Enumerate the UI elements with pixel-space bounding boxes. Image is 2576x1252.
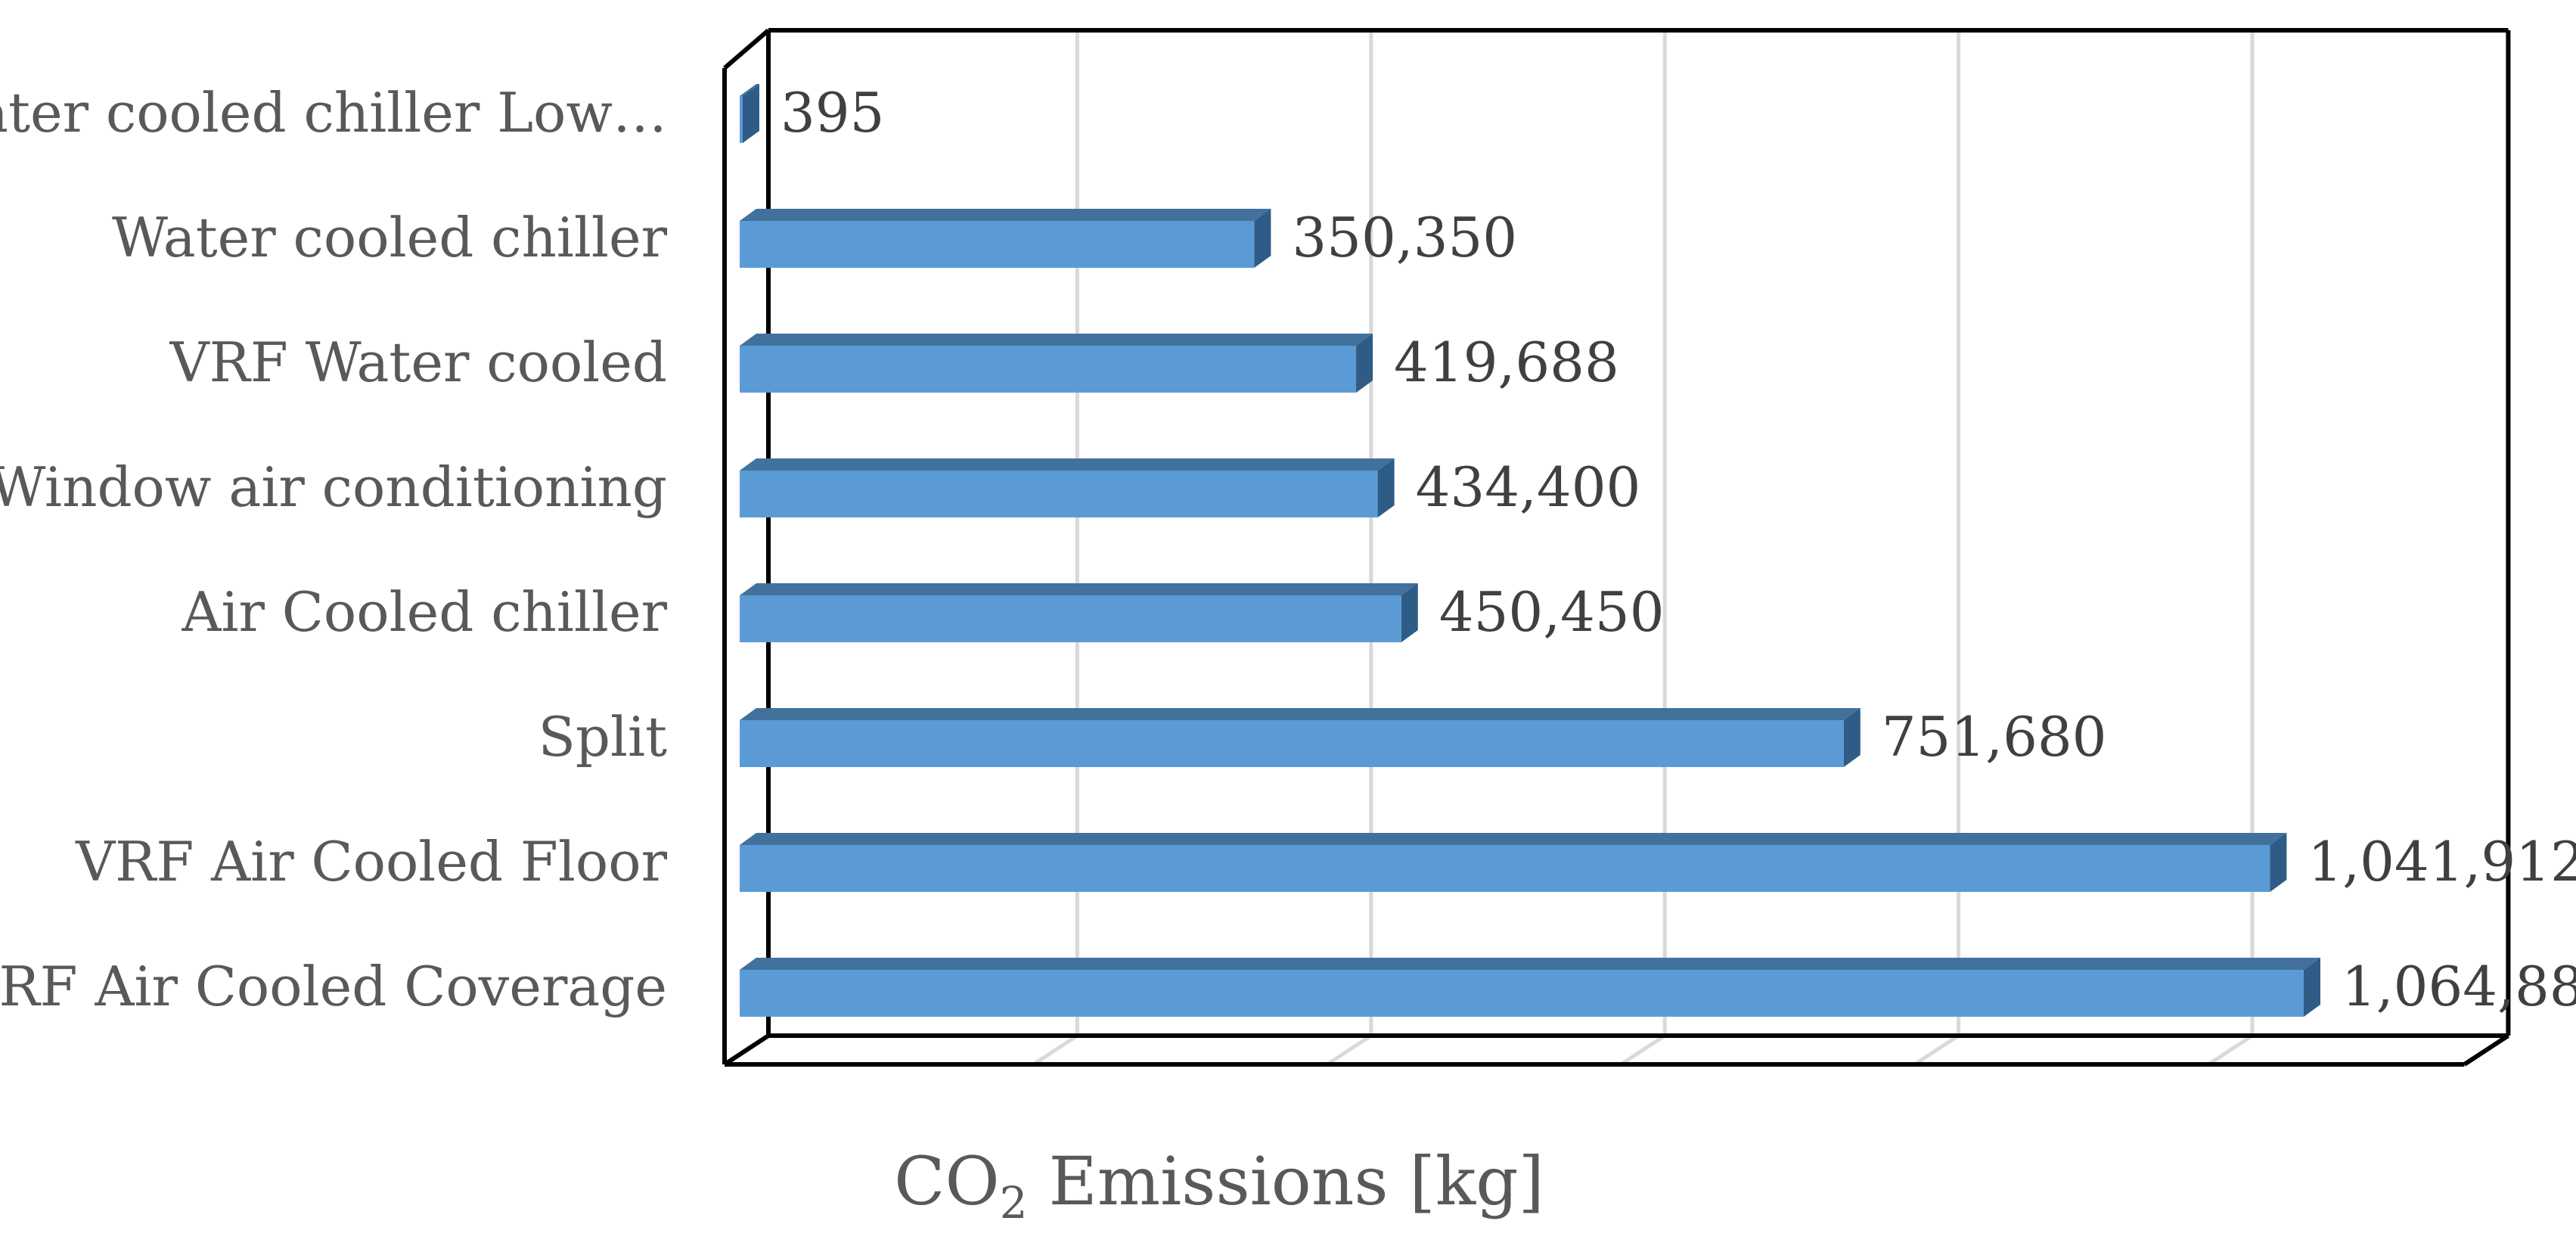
data-labels: 395 350,350 419,688 434,400 450,450 751,680 1,… bbox=[781, 81, 2576, 1018]
bar-top bbox=[740, 458, 1395, 471]
gridline-floor bbox=[1619, 1033, 1666, 1067]
bar-front bbox=[740, 346, 1357, 393]
bar-side bbox=[1254, 209, 1271, 268]
gridline-floor bbox=[1326, 1033, 1373, 1067]
x-axis-title-suffix: Emissions [kg] bbox=[1028, 1142, 1544, 1220]
bar-top bbox=[740, 708, 1861, 720]
category-label: VRF Air Cooled Coverage bbox=[0, 955, 667, 1018]
bar-front bbox=[740, 845, 2270, 892]
category-label: VRF Air Cooled Floor bbox=[75, 830, 667, 893]
data-label: 395 bbox=[781, 81, 884, 144]
x-axis-title-prefix: CO bbox=[894, 1142, 999, 1220]
bar bbox=[740, 458, 1395, 517]
data-label: 751,680 bbox=[1882, 705, 2107, 769]
data-label: 434,400 bbox=[1416, 455, 1641, 519]
category-label: Water cooled chiller Low… bbox=[0, 81, 667, 144]
bar-side bbox=[1356, 334, 1373, 393]
frame-bottom-left bbox=[723, 1033, 770, 1067]
gridlines bbox=[1032, 30, 2255, 1067]
gridline-floor bbox=[2207, 1033, 2254, 1067]
frame-top-left bbox=[723, 28, 770, 70]
category-label: Air Cooled chiller bbox=[181, 580, 667, 644]
bar-front bbox=[740, 595, 1401, 642]
x-axis-title-subscript: 2 bbox=[1000, 1177, 1028, 1229]
bar-front bbox=[740, 471, 1378, 517]
bar-side bbox=[2303, 958, 2320, 1017]
data-label: 350,350 bbox=[1292, 206, 1517, 269]
bar-top bbox=[740, 958, 2320, 970]
bar-side bbox=[1843, 708, 1861, 767]
bar-top bbox=[740, 334, 1373, 346]
data-label: 1,041,912 bbox=[2308, 830, 2576, 893]
data-label: 419,688 bbox=[1394, 331, 1619, 394]
bars bbox=[740, 84, 2320, 1017]
x-axis-title: CO2 Emissions [kg] bbox=[894, 1142, 1544, 1229]
bar bbox=[740, 958, 2320, 1017]
bar-top bbox=[740, 583, 1418, 595]
bar-top bbox=[740, 833, 2287, 845]
data-label: 450,450 bbox=[1439, 580, 1665, 644]
bar-side bbox=[2270, 833, 2287, 892]
bar-front bbox=[740, 720, 1844, 767]
bar-front bbox=[740, 96, 743, 143]
bar-side bbox=[1377, 458, 1395, 517]
bar bbox=[740, 209, 1271, 268]
category-label: Split bbox=[538, 705, 667, 769]
bar-top bbox=[740, 209, 1271, 221]
category-label: Water cooled chiller bbox=[112, 206, 668, 269]
bar bbox=[740, 84, 759, 143]
bar-front bbox=[740, 970, 2304, 1017]
gridline-floor bbox=[1032, 1033, 1079, 1067]
chart-frame bbox=[722, 28, 2511, 1067]
category-labels: Water cooled chiller Low… Water cooled ch… bbox=[0, 81, 668, 1018]
bar bbox=[740, 583, 1418, 642]
bar-top bbox=[740, 84, 759, 96]
bar bbox=[740, 833, 2287, 892]
category-label: Window air conditioning bbox=[0, 455, 667, 519]
data-label: 1,064,880 bbox=[2342, 955, 2576, 1018]
category-label: VRF Water cooled bbox=[169, 331, 667, 394]
bar bbox=[740, 334, 1373, 393]
bar-side bbox=[1401, 583, 1418, 642]
gridline-floor bbox=[1913, 1033, 1960, 1067]
bar-front bbox=[740, 221, 1255, 268]
bar bbox=[740, 708, 1861, 767]
frame-bottom-right bbox=[2463, 1033, 2510, 1067]
bar-side bbox=[743, 84, 759, 143]
